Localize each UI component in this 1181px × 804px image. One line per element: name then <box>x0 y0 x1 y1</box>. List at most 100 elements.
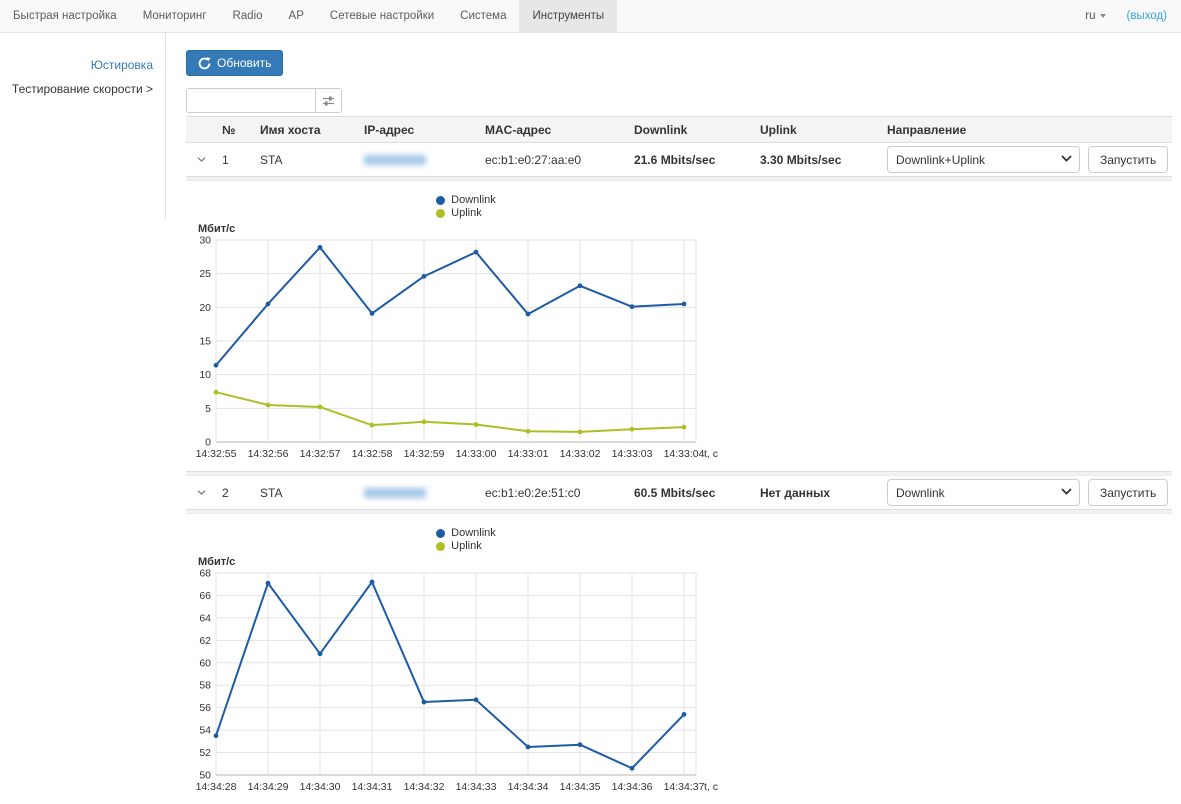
nav-tab-ap[interactable]: AP <box>288 10 304 22</box>
x-tick-label: 14:33:04 <box>664 448 705 460</box>
filter-input[interactable] <box>186 88 316 113</box>
nav-tab-radio[interactable]: Radio <box>232 10 263 22</box>
header-direction: Направление <box>887 122 967 137</box>
nav-tab-monitoring[interactable]: Мониторинг <box>142 10 207 22</box>
direction-select[interactable]: Downlink <box>887 479 1080 506</box>
mac-address: ec:b1:e0:2e:51:c0 <box>485 485 581 500</box>
sidebar-item-speed-test[interactable]: Тестирование скорости > <box>11 82 153 96</box>
legend-downlink: Downlink <box>436 194 496 206</box>
x-tick-label: 14:33:03 <box>612 448 653 460</box>
refresh-icon <box>198 56 211 69</box>
data-point <box>577 742 583 748</box>
legend-label: Downlink <box>451 527 496 539</box>
expand-chevron-icon[interactable] <box>197 157 206 162</box>
time-axis-label: t, c <box>704 448 718 460</box>
data-point <box>525 744 531 750</box>
x-tick-label: 14:33:01 <box>508 448 549 460</box>
row-separator <box>186 509 1172 514</box>
y-tick-label: 25 <box>199 268 211 280</box>
refresh-button[interactable]: Обновить <box>186 50 284 76</box>
data-point <box>369 310 375 316</box>
data-point <box>681 424 687 430</box>
x-tick-label: 14:34:33 <box>456 781 497 793</box>
filter-group <box>186 88 1172 113</box>
run-button[interactable]: Запустить <box>1088 146 1169 173</box>
sidebar-item-alignment[interactable]: Юстировка <box>90 58 153 72</box>
row-num: 1 <box>222 152 229 167</box>
y-tick-label: 5 <box>205 403 211 415</box>
data-point <box>629 304 635 310</box>
data-point <box>421 273 427 279</box>
data-point <box>473 249 479 255</box>
data-point <box>421 419 427 425</box>
chart-y-axis-label: Мбит/с <box>198 556 236 568</box>
host-table: № Имя хоста IP-адрес MAC-адрес Downlink … <box>186 116 1172 804</box>
direction-select-wrap: Downlink+Uplink <box>887 146 1080 173</box>
header-num: № <box>222 122 236 137</box>
x-tick-label: 14:34:32 <box>404 781 445 793</box>
logout-link[interactable]: (выход) <box>1126 10 1167 22</box>
data-point <box>317 245 323 250</box>
x-tick-label: 14:34:31 <box>352 781 393 793</box>
chart-svg: 0 5 10 15 20 25 30 14:32:55 14:32:56 14:32:57 14:3… <box>196 235 718 461</box>
data-point <box>317 651 323 657</box>
filter-button[interactable] <box>315 88 342 113</box>
table-row: 2 STA ec:b1:e0:2e:51:c0 60.5 Mbits/sec Н… <box>186 476 1172 509</box>
y-tick-label: 15 <box>199 336 211 348</box>
x-tick-label: 14:34:37 <box>664 781 705 793</box>
data-point <box>317 404 323 410</box>
x-tick-label: 14:32:56 <box>248 448 289 460</box>
x-tick-label: 14:32:57 <box>300 448 341 460</box>
direction-select[interactable]: Downlink+Uplink <box>887 146 1080 173</box>
nav-tab-system[interactable]: Система <box>460 10 507 22</box>
nav-tab-quick-setup[interactable]: Быстрая настройка <box>13 10 117 22</box>
legend-dot-icon <box>436 195 446 205</box>
data-point <box>265 301 271 307</box>
nav-tab-network[interactable]: Сетевые настройки <box>329 10 435 22</box>
chart-legend: Downlink Uplink <box>186 194 746 219</box>
y-tick-label: 68 <box>199 569 211 580</box>
data-point <box>213 733 219 739</box>
sidebar: Юстировка Тестирование скорости > <box>0 33 166 218</box>
y-tick-label: 30 <box>199 236 211 247</box>
chevron-down-icon <box>1100 14 1107 18</box>
y-tick-label: 50 <box>199 770 211 782</box>
nav-tab-tools[interactable]: Инструменты <box>519 0 618 32</box>
header-ip: IP-адрес <box>364 122 415 137</box>
direction-select-wrap: Downlink <box>887 479 1080 506</box>
series-downlink <box>215 246 685 366</box>
y-tick-label: 20 <box>199 302 211 314</box>
legend-label: Uplink <box>451 207 482 219</box>
y-tick-label: 56 <box>199 702 211 714</box>
language-selector[interactable]: ru <box>1085 10 1107 22</box>
expand-chevron-icon[interactable] <box>197 490 206 495</box>
y-tick-label: 58 <box>199 680 211 692</box>
row-separator <box>186 176 1172 181</box>
chart-legend: Downlink Uplink <box>186 527 746 552</box>
host-name: STA <box>260 152 283 167</box>
ip-redacted-value <box>364 154 426 165</box>
chart-y-axis-label: Мбит/с <box>198 223 236 235</box>
series-downlink <box>215 580 685 770</box>
legend-dot-icon <box>436 541 446 551</box>
y-tick-label: 52 <box>199 747 211 759</box>
data-point <box>629 426 635 432</box>
host-name: STA <box>260 485 283 500</box>
data-point <box>629 765 635 771</box>
data-point <box>473 422 479 427</box>
legend-label: Uplink <box>451 540 482 552</box>
data-point <box>265 580 271 586</box>
y-tick-label: 60 <box>199 657 211 669</box>
expanded-row-2: Downlink Uplink Мбит/с 50 52 54 56 58 60 62 64 66… <box>186 514 1172 804</box>
run-button[interactable]: Запустить <box>1088 479 1169 506</box>
downlink-value: 60.5 Mbits/sec <box>634 485 716 500</box>
data-point <box>577 429 583 435</box>
data-point <box>213 362 219 368</box>
mac-address: ec:b1:e0:27:aa:e0 <box>485 152 582 167</box>
y-tick-label: 64 <box>199 612 211 624</box>
data-point <box>473 697 479 703</box>
x-tick-label: 14:34:28 <box>196 781 237 793</box>
nav-tabs: Быстрая настройка Мониторинг Radio AP Се… <box>0 0 618 32</box>
refresh-button-label: Обновить <box>217 56 272 70</box>
x-tick-label: 14:34:35 <box>560 781 601 793</box>
